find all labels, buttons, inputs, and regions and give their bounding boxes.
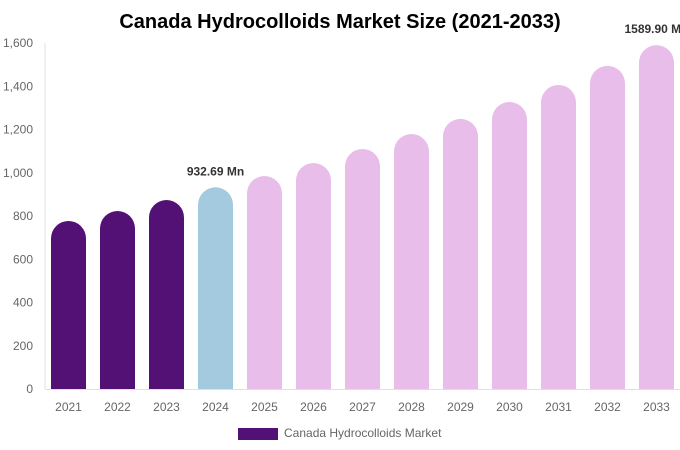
x-tick-label: 2021: [55, 400, 82, 414]
x-tick-label: 2025: [251, 400, 278, 414]
legend[interactable]: Canada Hydrocolloids Market: [238, 426, 442, 440]
x-tick-label: 2033: [643, 400, 670, 414]
y-tick-label: 1,400: [3, 79, 33, 93]
axes: 0 200 400 600 800 1,000 1,200 1,400 1,600 2021 202…: [3, 36, 680, 414]
bar-2024[interactable]: [198, 187, 233, 389]
bar-2033[interactable]: [639, 45, 674, 390]
y-tick-label: 1,600: [3, 36, 33, 50]
x-tick-label: 2029: [447, 400, 474, 414]
y-tick-label: 1,200: [3, 123, 33, 137]
x-tick-label: 2028: [398, 400, 425, 414]
y-tick-label: 200: [13, 339, 33, 353]
x-tick-label: 2023: [153, 400, 180, 414]
y-tick-label: 0: [26, 382, 33, 396]
x-tick-label: 2032: [594, 400, 621, 414]
bar-2026[interactable]: [296, 163, 331, 389]
bar-2023[interactable]: [149, 199, 184, 389]
legend-swatch: [238, 428, 278, 440]
bar-2025[interactable]: [247, 175, 282, 389]
x-tick-label: 2026: [300, 400, 327, 414]
y-tick-label: 1,000: [3, 166, 33, 180]
data-label: 932.69 Mn: [187, 164, 244, 178]
y-tick-label: 600: [13, 252, 33, 266]
x-tick-label: 2024: [202, 400, 229, 414]
legend-label: Canada Hydrocolloids Market: [284, 426, 442, 440]
bar-2028[interactable]: [394, 134, 429, 389]
x-tick-label: 2030: [496, 400, 523, 414]
chart-title: Canada Hydrocolloids Market Size (2021-2…: [119, 11, 560, 33]
bar-2022[interactable]: [100, 211, 135, 389]
x-tick-label: 2022: [104, 400, 131, 414]
bar-2032[interactable]: [590, 65, 625, 390]
bar-2021[interactable]: [51, 220, 86, 389]
bar-2027[interactable]: [345, 148, 380, 389]
data-label: 1589.90 Mn: [624, 22, 680, 36]
x-tick-label: 2031: [545, 400, 572, 414]
x-tick-label: 2027: [349, 400, 376, 414]
y-tick-label: 800: [13, 209, 33, 223]
data-labels: 932.69 Mn 1589.90 Mn: [187, 22, 680, 178]
bar-2029[interactable]: [443, 118, 478, 389]
bar-2031[interactable]: [541, 84, 576, 389]
bar-2030[interactable]: [492, 102, 527, 389]
bars: [51, 45, 674, 390]
y-tick-label: 400: [13, 296, 33, 310]
